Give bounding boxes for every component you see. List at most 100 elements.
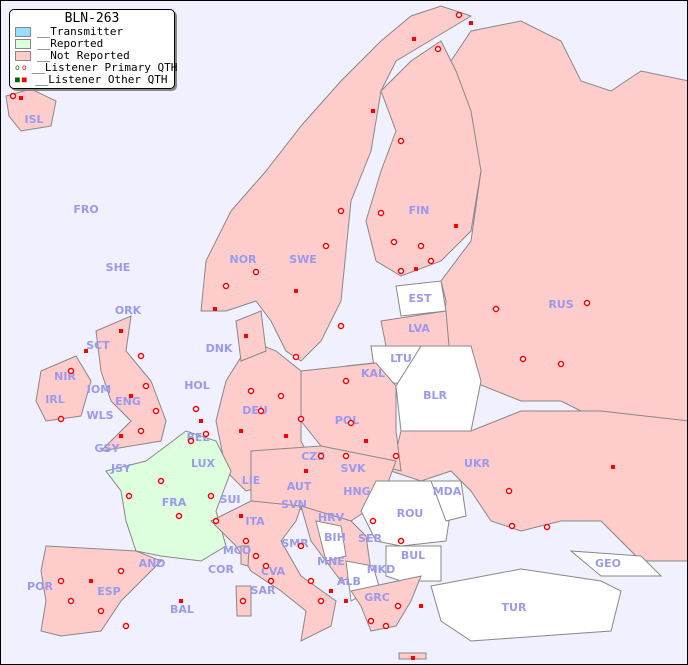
listener-primary-marker — [583, 299, 591, 307]
listener-primary-marker — [297, 415, 305, 423]
country-label-lva: LVA — [408, 322, 430, 335]
listener-primary-marker — [67, 597, 75, 605]
listener-other-marker — [411, 656, 415, 660]
listener-other-marker — [239, 514, 243, 518]
legend: BLN-263 __Transmitter __Reported __Not R… — [9, 9, 177, 89]
listener-primary-marker — [262, 562, 270, 570]
listener-primary-marker — [267, 577, 275, 585]
country-label-mne: MNE — [317, 555, 345, 568]
listener-other-marker — [19, 96, 23, 100]
listener-primary-marker — [122, 622, 130, 630]
listener-primary-marker — [392, 452, 400, 460]
country-label-aut: AUT — [287, 480, 312, 493]
country-label-jsy: JSY — [110, 462, 132, 475]
listener-primary-marker — [337, 322, 345, 330]
listener-primary-marker — [192, 405, 200, 413]
listener-primary-marker — [212, 517, 220, 525]
listener-primary-marker — [157, 477, 165, 485]
country-label-ltu: LTU — [390, 352, 412, 365]
map-title: BLN-263 — [64, 11, 120, 26]
listener-primary-marker — [369, 517, 377, 525]
listener-other-marker — [329, 589, 333, 593]
listener-primary-marker — [322, 242, 330, 250]
listener-primary-marker — [417, 242, 425, 250]
listener-primary-marker — [367, 617, 375, 625]
listener-other-marker — [119, 434, 123, 438]
listener-other-marker — [129, 394, 133, 398]
country-label-mda: MDA — [433, 485, 462, 498]
country-label-smr: SMR — [281, 537, 309, 550]
britain-region — [95, 315, 167, 452]
denmark-region — [235, 310, 267, 362]
country-label-svk: SVK — [341, 462, 366, 475]
listener-other-marker — [412, 37, 416, 41]
listener-primary-marker — [347, 419, 355, 427]
listener-other-marker — [199, 419, 203, 423]
country-label-fro: FRO — [73, 203, 98, 216]
listener-other-marker — [294, 289, 298, 293]
iberia-region — [40, 545, 162, 637]
listener-other-marker — [213, 307, 217, 311]
listener-primary-marker — [222, 282, 230, 290]
country-label-she: SHE — [106, 261, 131, 274]
country-label-nor: NOR — [229, 253, 257, 266]
listener-other-marker — [284, 434, 288, 438]
country-label-tur: TUR — [502, 601, 527, 614]
listener-primary-marker — [247, 387, 255, 395]
listener-other-marker — [179, 599, 183, 603]
country-label-and: AND — [139, 557, 166, 570]
country-label-sui: SUI — [220, 493, 241, 506]
listener-primary-marker — [557, 360, 565, 368]
country-label-kal: KAL — [361, 367, 385, 380]
country-label-sar: SAR — [251, 584, 276, 597]
bosnia-region — [315, 520, 347, 562]
bulgaria-region — [385, 545, 442, 582]
listener-primary-marker — [505, 487, 513, 495]
listener-primary-marker — [434, 45, 442, 53]
country-label-mkd: MKD — [367, 563, 396, 576]
country-label-ser: SER — [358, 532, 382, 545]
country-label-pol: POL — [335, 414, 359, 427]
country-label-iom: IOM — [87, 383, 111, 396]
listener-other-marker — [344, 599, 348, 603]
listener-primary-marker — [397, 267, 405, 275]
listener-primary-marker — [117, 567, 125, 575]
listener-primary-marker — [97, 607, 105, 615]
ukraine-region — [390, 410, 687, 562]
listener-other-marker — [371, 109, 375, 113]
legend-other-qth: ■ ■ __Listener Other QTH — [15, 73, 168, 86]
listener-other-marker — [611, 465, 615, 469]
country-label-grc: GRC — [364, 591, 390, 604]
listener-other-marker — [414, 267, 418, 271]
country-label-wls: WLS — [86, 409, 113, 422]
listener-primary-marker — [187, 437, 195, 445]
georgia-region — [569, 550, 663, 577]
listener-primary-marker — [455, 11, 463, 19]
country-label-isl: ISL — [24, 113, 43, 126]
listener-primary-marker — [9, 92, 17, 100]
country-label-blr: BLR — [423, 389, 447, 402]
scandinavia-region — [200, 5, 473, 362]
country-label-est: EST — [409, 292, 432, 305]
legend-not-reported: __Not Reported — [10, 50, 174, 62]
square-marker-icon: ■ ■ — [15, 75, 27, 84]
turkey-region — [430, 568, 622, 642]
moldova-region — [430, 480, 467, 522]
listener-primary-marker — [137, 427, 145, 435]
listener-other-marker — [454, 224, 458, 228]
listener-other-marker — [469, 21, 473, 25]
listener-primary-marker — [382, 622, 390, 630]
listener-primary-marker — [508, 522, 516, 530]
listener-primary-marker — [57, 577, 65, 585]
listener-primary-marker — [152, 407, 160, 415]
country-label-rus: RUS — [548, 298, 573, 311]
listener-primary-marker — [67, 367, 75, 375]
listener-primary-marker — [297, 542, 305, 550]
listener-primary-marker — [125, 492, 133, 500]
listener-primary-marker — [377, 209, 385, 217]
listener-primary-marker — [242, 537, 250, 545]
listener-primary-marker — [307, 577, 315, 585]
listener-primary-marker — [175, 512, 183, 520]
listener-other-marker — [419, 604, 423, 608]
country-label-esp: ESP — [97, 585, 121, 598]
